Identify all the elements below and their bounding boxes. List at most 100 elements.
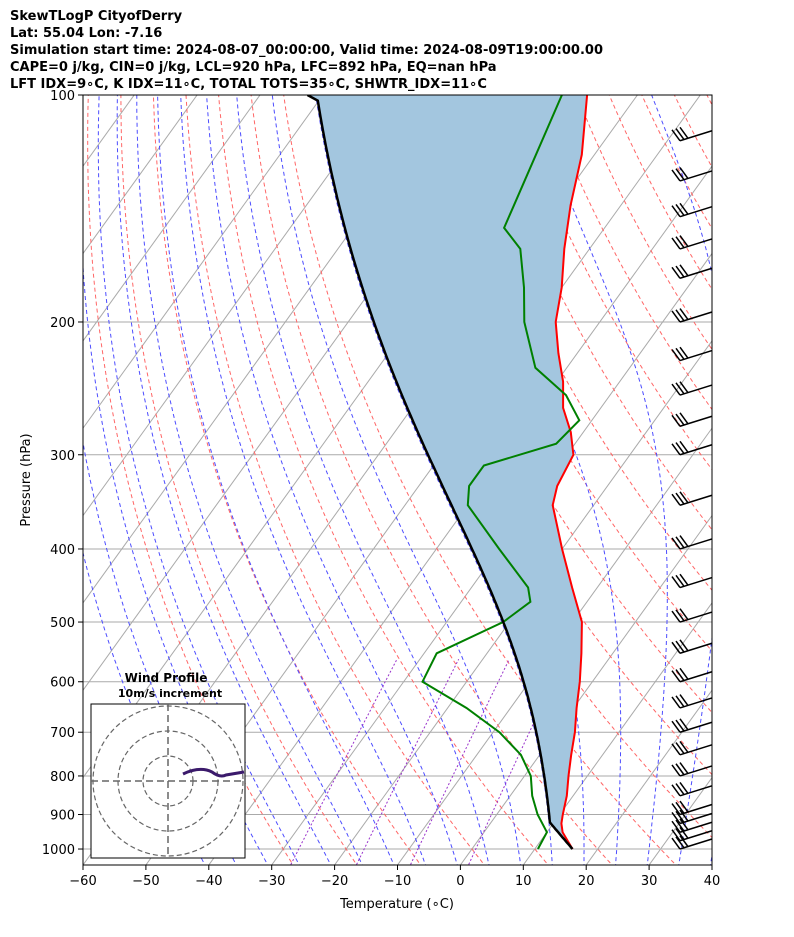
- isotherm: [711, 864, 712, 865]
- y-tick-label: 100: [50, 89, 75, 104]
- wind-barb: [671, 639, 713, 654]
- moist-adiabat: [315, 95, 553, 865]
- wind-barb: [671, 694, 713, 709]
- dry-adiabat: [218, 95, 549, 865]
- wind-barb: [671, 535, 713, 550]
- isotherm: [83, 95, 387, 517]
- x-tick-label: −40: [195, 874, 222, 889]
- x-tick-label: 0: [456, 874, 464, 889]
- wind-barb: [671, 718, 713, 733]
- wind-barb: [671, 835, 713, 850]
- dry-adiabat: [731, 78, 794, 868]
- cin-shading: [307, 95, 588, 849]
- wind-barb: [671, 762, 713, 777]
- isotherm: [83, 95, 198, 255]
- wind-barb: [671, 202, 713, 218]
- wind-barb: [671, 440, 713, 456]
- inset-subtitle: 10m/s increment: [118, 687, 222, 700]
- wind-barb: [671, 800, 713, 816]
- cape-line: CAPE=0 j/kg, CIN=0 j/kg, LCL=920 hPa, LF…: [10, 60, 497, 75]
- wind-barb: [671, 235, 713, 250]
- wind-barb: [671, 412, 713, 427]
- moist-adiabat: [206, 95, 458, 865]
- x-axis-label: Temperature (∘C): [339, 897, 454, 912]
- dry-adiabat: [250, 95, 613, 865]
- isotherm: [522, 602, 712, 865]
- isotherm: [773, 78, 794, 868]
- y-tick-label: 400: [50, 543, 75, 558]
- wind-barb: [671, 167, 713, 182]
- isotherm: [83, 95, 324, 430]
- inset-title: Wind Profile: [125, 671, 208, 685]
- moist-adiabat: [438, 95, 622, 865]
- mixing-ratio-line: [290, 658, 398, 865]
- dry-adiabat: [478, 95, 712, 531]
- wind-barb: [671, 346, 713, 362]
- isotherm: [0, 78, 83, 868]
- x-tick-label: 40: [704, 874, 721, 889]
- x-tick-label: −10: [384, 874, 411, 889]
- x-tick-label: −60: [69, 874, 96, 889]
- wind-barb: [671, 740, 713, 756]
- parcel-path-line: [306, 95, 574, 850]
- dry-adiabat: [543, 95, 712, 411]
- x-tick-label: −20: [321, 874, 348, 889]
- moist-adiabat: [709, 853, 712, 865]
- chart-header: SkewTLogP CityofDerry Lat: 55.04 Lon: -7…: [10, 8, 790, 93]
- chart-title: SkewTLogP CityofDerry: [10, 9, 183, 24]
- mixing-ratio-line: [467, 658, 565, 865]
- x-tick-label: −50: [132, 874, 159, 889]
- moist-adiabat: [83, 550, 206, 865]
- wind-barb: [671, 667, 713, 683]
- moist-adiabat: [83, 440, 237, 865]
- isotherm: [83, 95, 261, 342]
- y-axis-label: Pressure (hPa): [19, 433, 34, 526]
- wind-barb: [671, 308, 713, 323]
- moist-adiabat: [180, 95, 427, 865]
- y-tick-label: 1000: [42, 843, 75, 858]
- time-line: Simulation start time: 2024-08-07_00:00:…: [10, 43, 603, 58]
- dry-adiabat: [576, 95, 712, 351]
- dry-adiabat: [120, 95, 358, 865]
- y-tick-label: 500: [50, 616, 75, 631]
- indices-line: LFT IDX=9∘C, K IDX=11∘C, TOTAL TOTS=35∘C…: [10, 77, 487, 92]
- moist-adiabat: [83, 260, 269, 865]
- moist-adiabat: [157, 95, 395, 865]
- x-tick-label: −30: [258, 874, 285, 889]
- dry-adiabat: [283, 95, 677, 865]
- y-tick-label: 700: [50, 726, 75, 741]
- dry-adiabat: [185, 95, 486, 865]
- moist-adiabat: [529, 95, 668, 865]
- x-tick-label: 10: [515, 874, 532, 889]
- dewpoint-line: [421, 95, 581, 850]
- wind-barb: [671, 809, 713, 825]
- wind-barb: [671, 381, 713, 396]
- wind-barb: [671, 491, 713, 506]
- dry-adiabat: [445, 95, 712, 592]
- mixing-ratio-line: [409, 658, 510, 865]
- isotherm: [585, 689, 712, 865]
- hodograph-line: [182, 767, 245, 778]
- temperature-line: [551, 95, 589, 850]
- mixing-ratio-line: [355, 658, 460, 865]
- wind-barb: [671, 781, 713, 797]
- moist-adiabat: [136, 95, 363, 865]
- wind-barb: [671, 573, 713, 589]
- dry-adiabat: [763, 78, 794, 868]
- y-tick-label: 800: [50, 770, 75, 785]
- dry-adiabat: [706, 95, 712, 106]
- wind-profile-inset: Wind Profile 10m/s increment: [90, 671, 246, 859]
- y-tick-label: 300: [50, 449, 75, 464]
- isotherm: [333, 339, 712, 865]
- dry-adiabat: [152, 95, 422, 865]
- wind-barb: [671, 826, 713, 842]
- dry-adiabat: [641, 95, 712, 230]
- wind-barb: [671, 818, 713, 833]
- wind-barb: [671, 126, 713, 142]
- dry-adiabat: [87, 95, 294, 865]
- moist-adiabat: [236, 95, 490, 865]
- moist-adiabat: [271, 95, 522, 865]
- wind-barb: [671, 264, 713, 279]
- dry-adiabat: [511, 95, 712, 471]
